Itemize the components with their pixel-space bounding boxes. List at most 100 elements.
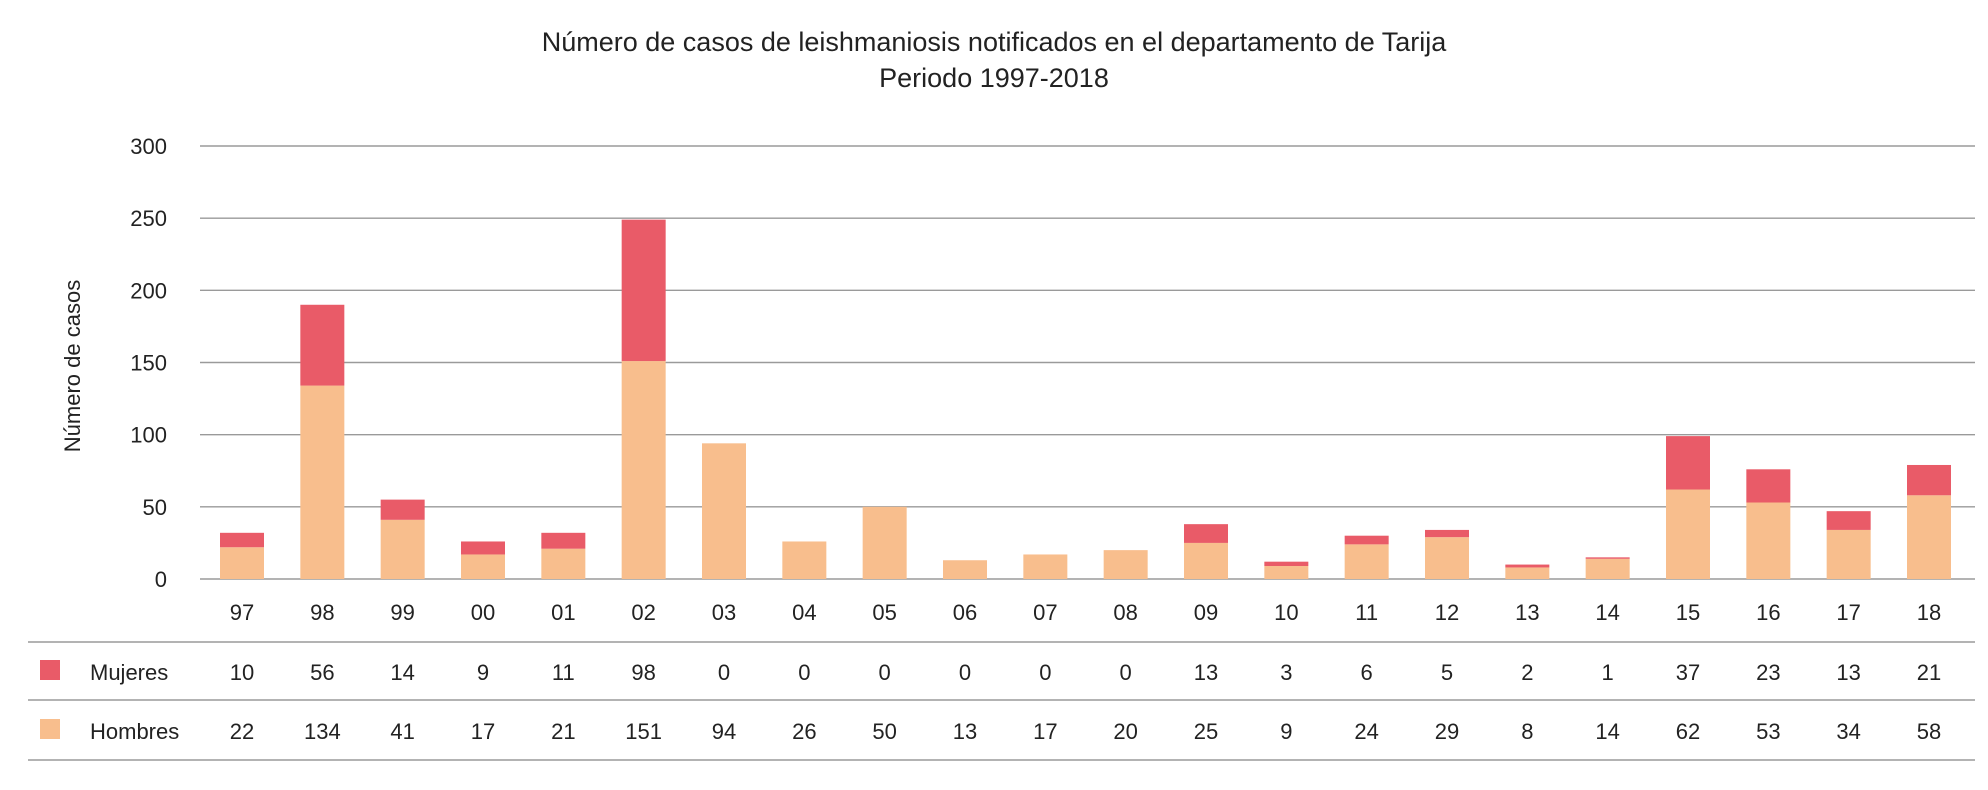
- table-value-hombres: 14: [1595, 719, 1619, 744]
- x-tick-label: 12: [1435, 600, 1459, 625]
- bar-hombres-01: [541, 548, 586, 579]
- y-axis: 0 50 100 150 200 250 300: [130, 134, 167, 592]
- bar-hombres-16: [1746, 502, 1791, 579]
- bar-hombres-15: [1666, 489, 1710, 579]
- bar-hombres-97: [220, 547, 264, 579]
- table-value-mujeres: 56: [310, 660, 334, 685]
- y-tick-label: 100: [130, 423, 167, 448]
- table-value-hombres: 9: [1280, 719, 1292, 744]
- table-value-mujeres: 0: [798, 660, 810, 685]
- table-value-hombres: 24: [1354, 719, 1378, 744]
- x-tick-label: 03: [712, 600, 736, 625]
- bar-hombres-10: [1264, 566, 1309, 579]
- x-tick-label: 10: [1274, 600, 1298, 625]
- table-value-mujeres: 0: [959, 660, 971, 685]
- legend-swatch-hombres: [40, 719, 60, 739]
- bars: [220, 219, 1951, 579]
- bar-mujeres-02: [621, 219, 666, 362]
- table-value-hombres: 29: [1435, 719, 1459, 744]
- chart-title-block: Número de casos de leishmaniosis notific…: [0, 24, 1988, 96]
- bar-mujeres-10: [1264, 561, 1309, 567]
- chart-subtitle: Periodo 1997-2018: [879, 63, 1109, 93]
- bar-hombres-17: [1826, 529, 1871, 579]
- table-value-mujeres: 11: [552, 660, 575, 685]
- bar-mujeres-98: [300, 304, 345, 386]
- bar-hombres-11: [1344, 544, 1389, 579]
- bar-mujeres-17: [1826, 511, 1871, 530]
- table-value-hombres: 34: [1836, 719, 1860, 744]
- table-value-hombres: 151: [625, 719, 662, 744]
- bar-hombres-99: [380, 519, 425, 579]
- table-value-hombres: 50: [872, 719, 896, 744]
- table-value-mujeres: 10: [230, 660, 254, 685]
- table-value-mujeres: 14: [390, 660, 414, 685]
- x-tick-label: 13: [1515, 600, 1539, 625]
- bar-mujeres-14: [1585, 557, 1630, 559]
- bar-mujeres-13: [1505, 564, 1550, 568]
- table-value-mujeres: 0: [718, 660, 730, 685]
- table-value-mujeres: 5: [1441, 660, 1453, 685]
- table-value-mujeres: 13: [1194, 660, 1218, 685]
- x-tick-label: 15: [1676, 600, 1700, 625]
- table-value-hombres: 62: [1676, 719, 1700, 744]
- bar-hombres-98: [300, 385, 345, 579]
- x-tick-label: 97: [230, 600, 254, 625]
- table-value-hombres: 94: [712, 719, 736, 744]
- table-value-mujeres: 0: [1120, 660, 1132, 685]
- bar-mujeres-11: [1344, 535, 1389, 545]
- bar-mujeres-12: [1425, 529, 1469, 538]
- table-value-hombres: 41: [390, 719, 414, 744]
- table-value-mujeres: 9: [477, 660, 489, 685]
- x-tick-label: 99: [390, 600, 414, 625]
- bar-hombres-02: [621, 361, 666, 579]
- x-tick-label: 17: [1836, 600, 1860, 625]
- bar-hombres-03: [702, 443, 746, 579]
- x-tick-label: 14: [1595, 600, 1619, 625]
- table-value-mujeres: 6: [1361, 660, 1373, 685]
- x-tick-label: 04: [792, 600, 816, 625]
- bar-hombres-06: [943, 560, 987, 579]
- bar-hombres-00: [461, 554, 505, 579]
- bar-mujeres-00: [461, 541, 505, 555]
- x-tick-label: 09: [1194, 600, 1218, 625]
- x-tick-label: 02: [631, 600, 655, 625]
- table-value-mujeres: 0: [879, 660, 891, 685]
- bar-mujeres-99: [380, 499, 425, 520]
- y-tick-label: 50: [143, 495, 167, 520]
- table-value-hombres: 17: [471, 719, 495, 744]
- bar-hombres-05: [862, 506, 907, 579]
- bar-hombres-18: [1907, 495, 1951, 579]
- x-tick-label: 05: [872, 600, 896, 625]
- bar-mujeres-15: [1666, 436, 1710, 490]
- table-value-hombres: 20: [1113, 719, 1137, 744]
- x-tick-label: 18: [1917, 600, 1941, 625]
- bar-hombres-12: [1425, 537, 1469, 579]
- table-value-hombres: 25: [1194, 719, 1218, 744]
- bar-mujeres-97: [220, 532, 264, 548]
- table-value-hombres: 134: [304, 719, 341, 744]
- bar-mujeres-09: [1184, 524, 1228, 543]
- y-tick-label: 200: [130, 278, 167, 303]
- table-value-mujeres: 0: [1039, 660, 1051, 685]
- x-tick-label: 98: [310, 600, 334, 625]
- bar-hombres-07: [1023, 554, 1068, 579]
- x-tick-label: 06: [953, 600, 977, 625]
- table-value-mujeres: 21: [1917, 660, 1941, 685]
- bar-hombres-14: [1585, 558, 1630, 579]
- table-value-hombres: 53: [1756, 719, 1780, 744]
- x-tick-label: 00: [471, 600, 495, 625]
- y-tick-label: 0: [155, 567, 167, 592]
- table-value-hombres: 22: [230, 719, 254, 744]
- data-table: Mujeres 10 56 14 9 11 98 0 0 0 0 0 0 13 3 6 5 2 1 37 23 13 21H…: [28, 641, 1975, 761]
- table-value-mujeres: 37: [1676, 660, 1700, 685]
- table-value-hombres: 26: [792, 719, 816, 744]
- y-tick-label: 250: [130, 206, 167, 231]
- bar-mujeres-16: [1746, 469, 1791, 503]
- table-value-hombres: 21: [551, 719, 575, 744]
- table-value-hombres: 13: [953, 719, 977, 744]
- table-value-mujeres: 1: [1602, 660, 1614, 685]
- x-tick-label: 08: [1113, 600, 1137, 625]
- bar-hombres-08: [1103, 550, 1148, 579]
- table-value-mujeres: 98: [631, 660, 655, 685]
